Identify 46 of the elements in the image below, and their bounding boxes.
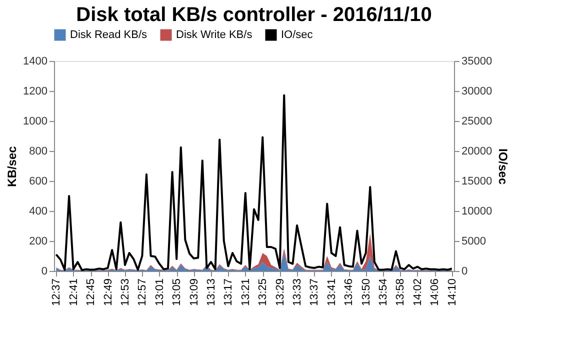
y-tick-label: 600 <box>29 176 48 188</box>
legend-label: Disk Read KB/s <box>70 29 148 41</box>
y2-tick-label: 10000 <box>462 206 492 218</box>
x-tick-label: 12:37 <box>50 278 63 306</box>
y-axis-title: KB/sec <box>5 146 20 187</box>
x-tick-label: 12:45 <box>85 278 98 306</box>
x-tick-label: 12:57 <box>136 278 149 306</box>
x-tick-label: 12:53 <box>119 278 132 306</box>
y-tick-label: 400 <box>29 206 48 218</box>
x-tick-label: 13:54 <box>378 278 390 306</box>
x-tick-label: 14:06 <box>429 278 442 306</box>
y2-tick-label: 35000 <box>462 56 492 68</box>
y2-tick-label: 5000 <box>462 236 486 248</box>
y2-tick-label: 0 <box>462 266 468 278</box>
x-tick-label: 13:46 <box>343 278 356 306</box>
legend-label: Disk Write KB/s <box>176 29 253 41</box>
x-tick-label: 13:01 <box>154 278 166 306</box>
y2-tick-label: 15000 <box>462 176 492 188</box>
y-tick-label: 1000 <box>23 116 48 128</box>
x-tick-label: 13:29 <box>274 278 286 306</box>
x-tick-label: 13:21 <box>240 278 252 306</box>
x-tick-label: 13:13 <box>205 278 218 306</box>
x-tick-label: 13:17 <box>222 278 235 306</box>
x-tick-label: 13:05 <box>171 278 184 306</box>
x-tick-label: 13:09 <box>188 278 200 306</box>
y2-tick-label: 20000 <box>462 146 492 158</box>
y-tick-label: 1200 <box>23 86 48 98</box>
y-tick-label: 1400 <box>23 56 48 68</box>
x-tick-label: 13:58 <box>394 278 407 306</box>
x-tick-label: 14:10 <box>446 278 458 306</box>
x-tick-label: 14:02 <box>412 278 424 306</box>
chart-title: Disk total KB/s controller - 2016/11/10 <box>76 4 432 26</box>
x-tick-label: 12:41 <box>68 278 80 306</box>
legend-label: IO/sec <box>281 29 314 41</box>
y2-tick-label: 25000 <box>462 116 492 128</box>
x-tick-label: 13:37 <box>308 278 321 306</box>
y-tick-label: 800 <box>29 146 48 158</box>
y-tick-label: 0 <box>41 266 48 278</box>
y2-axis-title: IO/sec <box>496 148 510 185</box>
x-tick-label: 12:49 <box>102 278 114 306</box>
y2-tick-label: 30000 <box>462 86 492 98</box>
x-tick-label: 13:41 <box>326 278 338 306</box>
x-tick-label: 13:50 <box>360 278 372 306</box>
x-tick-label: 13:33 <box>292 278 304 306</box>
x-tick-label: 13:25 <box>257 278 270 306</box>
y-tick-label: 200 <box>29 236 48 248</box>
